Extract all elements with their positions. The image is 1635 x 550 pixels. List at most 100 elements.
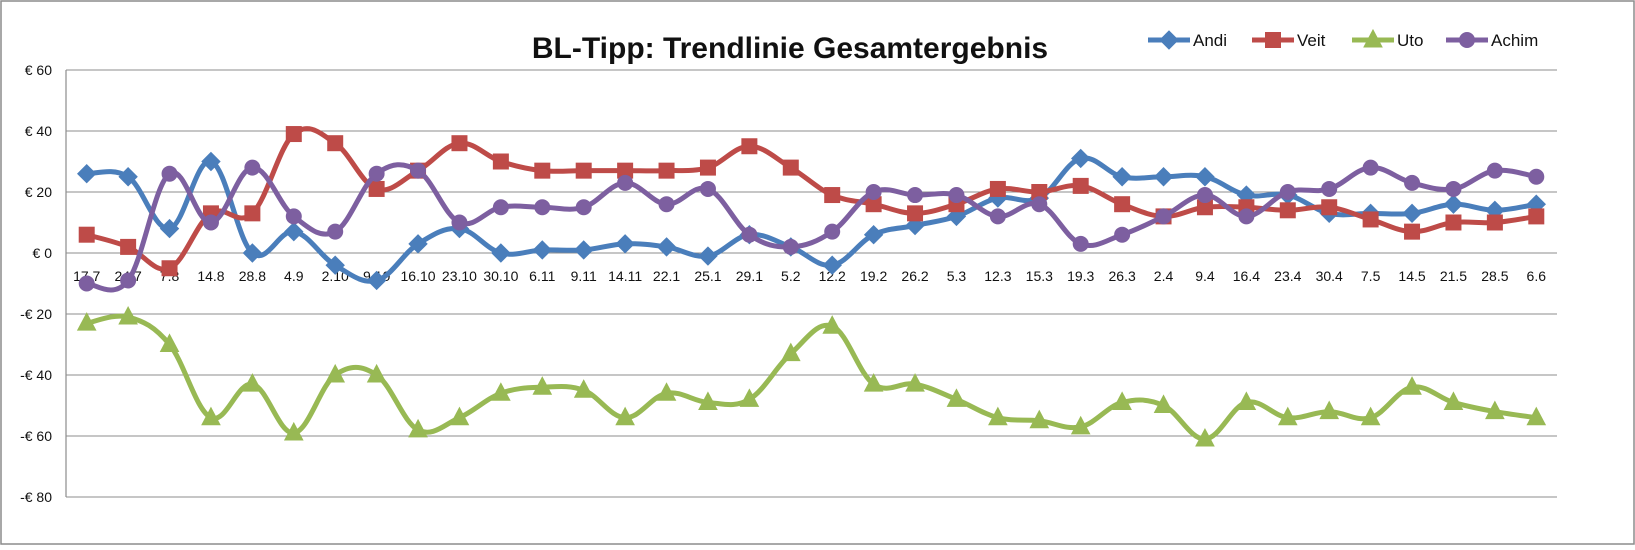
data-point-andi (863, 224, 884, 245)
data-point-achim (534, 199, 551, 216)
data-point-uto (656, 382, 677, 401)
series-line-uto (84, 313, 1539, 442)
data-point-veit (161, 260, 178, 277)
data-point-veit (699, 159, 716, 176)
data-point-uto (201, 406, 221, 426)
data-point-achim (989, 208, 1006, 225)
data-point-veit (1279, 202, 1296, 219)
data-point-veit (244, 205, 261, 222)
legend-label: Achim (1491, 31, 1538, 50)
series-uto (76, 305, 1547, 447)
data-point-achim (161, 165, 178, 182)
x-tick-label: 19.3 (1067, 268, 1094, 284)
data-point-veit (1114, 196, 1131, 213)
data-point-andi (532, 240, 552, 260)
data-point-achim (907, 187, 924, 204)
legend-item-andi: Andi (1148, 30, 1227, 50)
data-point-veit (78, 226, 95, 243)
y-tick-label: -€ 20 (20, 306, 52, 322)
data-point-uto (780, 342, 801, 362)
data-point-achim (1238, 208, 1255, 225)
data-point-uto (532, 376, 553, 395)
series-line-veit (84, 126, 1539, 272)
data-point-achim (1155, 208, 1172, 225)
x-tick-label: 12.2 (819, 268, 846, 284)
data-point-uto (905, 373, 925, 392)
y-tick-label: € 40 (25, 123, 52, 139)
legend-item-achim: Achim (1446, 31, 1538, 50)
data-point-achim (327, 223, 344, 240)
data-point-veit (658, 162, 675, 179)
data-point-achim (1279, 184, 1296, 200)
data-point-veit (1528, 208, 1545, 225)
data-point-veit (989, 180, 1006, 197)
data-point-uto (1236, 391, 1257, 410)
x-tick-label: 28.5 (1481, 268, 1508, 284)
data-point-achim (658, 196, 675, 213)
data-point-andi (1153, 167, 1174, 187)
data-point-achim (1196, 187, 1213, 204)
data-point-achim (285, 208, 302, 225)
data-point-achim (948, 187, 965, 204)
data-point-uto (242, 373, 263, 392)
data-point-uto (491, 382, 511, 401)
data-point-veit (451, 135, 468, 152)
data-point-andi (366, 270, 387, 291)
data-point-achim (1445, 180, 1462, 197)
x-tick-label: 19.2 (860, 268, 887, 284)
data-point-achim (410, 162, 427, 179)
data-point-veit (368, 180, 385, 197)
data-point-andi (242, 243, 263, 263)
data-point-achim (865, 184, 882, 200)
data-point-uto (1485, 400, 1505, 420)
x-tick-label: 26.2 (901, 268, 928, 284)
data-point-achim (120, 272, 137, 289)
data-point-andi (1443, 194, 1464, 214)
x-tick-label: 16.10 (401, 268, 436, 284)
data-point-uto (739, 388, 760, 407)
data-point-veit (327, 135, 344, 152)
series-achim (78, 159, 1545, 293)
y-tick-label: -€ 40 (20, 367, 52, 383)
data-point-uto (822, 315, 843, 334)
data-point-uto (1195, 427, 1215, 447)
data-point-uto (1112, 391, 1132, 410)
series-layer (76, 126, 1547, 447)
legend-item-veit: Veit (1252, 31, 1326, 50)
data-point-uto (863, 373, 884, 392)
data-point-achim (451, 214, 468, 231)
data-point-uto (946, 388, 967, 407)
data-point-achim (244, 159, 261, 176)
legend-marker-uto (1363, 28, 1383, 48)
data-point-achim (699, 180, 716, 197)
data-point-achim (202, 214, 219, 231)
data-point-andi (822, 255, 842, 275)
data-point-uto (573, 379, 594, 398)
data-point-uto (1443, 391, 1464, 410)
data-point-uto (76, 312, 97, 331)
data-point-andi (201, 151, 221, 172)
data-point-andi (1195, 167, 1215, 187)
data-point-andi (159, 218, 180, 239)
legend-marker-achim (1459, 32, 1475, 48)
data-point-uto (283, 421, 304, 441)
data-point-uto (325, 363, 346, 383)
x-tick-label: 25.1 (694, 268, 721, 284)
series-line-andi (84, 155, 1539, 284)
x-tick-label: 12.3 (984, 268, 1011, 284)
data-point-veit (492, 153, 509, 170)
x-tick-label: 6.6 (1527, 268, 1547, 284)
data-point-achim (1031, 196, 1048, 213)
data-point-andi (1402, 203, 1422, 224)
x-tick-label: 14.11 (608, 268, 642, 284)
y-tick-label: -€ 80 (20, 489, 52, 505)
data-point-uto (408, 418, 428, 438)
x-tick-label: 9.4 (1195, 268, 1215, 284)
data-point-veit (534, 162, 551, 179)
data-point-uto (118, 305, 138, 325)
legend-label: Andi (1193, 31, 1227, 50)
x-tick-label: 6.11 (529, 268, 555, 284)
data-point-uto (1360, 406, 1381, 426)
